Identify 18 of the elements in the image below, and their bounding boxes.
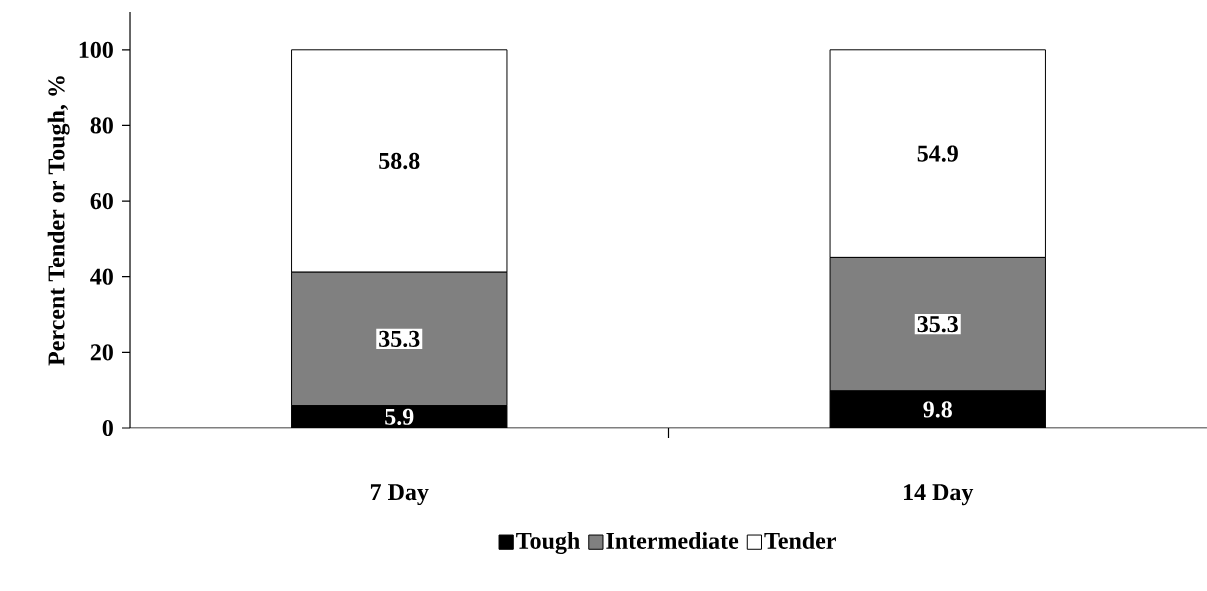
data-label: 5.9 bbox=[385, 408, 414, 425]
data-label: 35.3 bbox=[917, 316, 958, 333]
data-label: 35.3 bbox=[379, 330, 420, 348]
x-tick-label: 14 Day bbox=[904, 484, 974, 506]
y-tick-label: 100 bbox=[79, 41, 113, 58]
legend-label: Tender bbox=[764, 532, 836, 549]
y-tick-label: 0 bbox=[102, 419, 113, 437]
data-label: 9.8 bbox=[923, 401, 952, 418]
y-tick-label: 20 bbox=[90, 344, 113, 361]
legend-label: Tough bbox=[516, 532, 580, 554]
legend-label: Intermediate bbox=[606, 532, 739, 549]
y-axis-title: Percent Tender or Tough, % bbox=[47, 76, 70, 366]
data-label: 58.8 bbox=[379, 152, 420, 170]
y-tick-label: 60 bbox=[90, 192, 113, 210]
y-tick-label: 80 bbox=[90, 117, 113, 134]
y-tick-label: 40 bbox=[90, 268, 113, 285]
data-label: 54.9 bbox=[917, 145, 958, 162]
x-tick-label: 7 Day bbox=[370, 484, 429, 506]
